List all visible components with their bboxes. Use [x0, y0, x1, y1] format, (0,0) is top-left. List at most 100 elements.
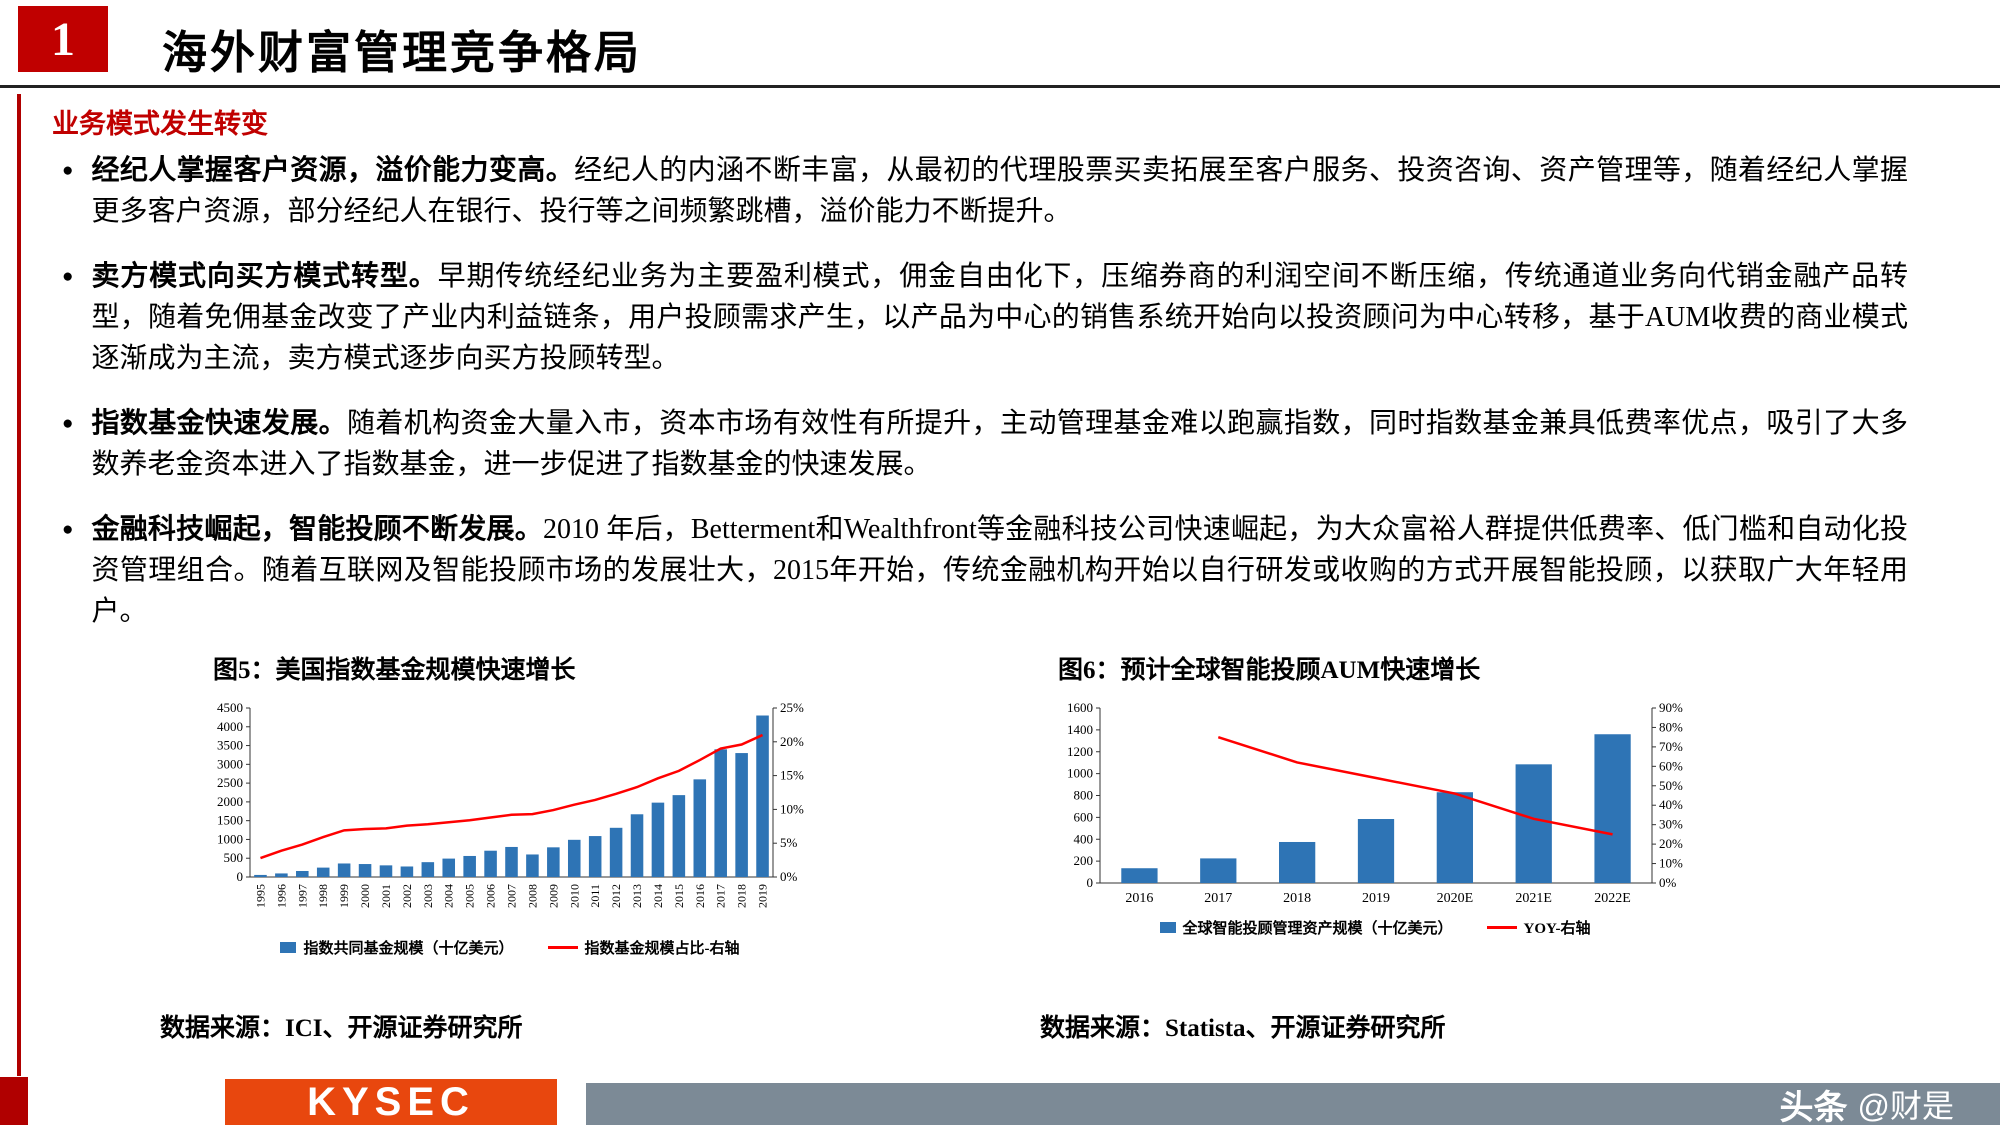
svg-text:2021E: 2021E — [1515, 891, 1552, 906]
bullet-body: 2010 年后，Betterment和Wealthfront等金融科技公司快速崛… — [91, 514, 1908, 627]
svg-text:2007: 2007 — [505, 884, 519, 908]
line-series-swatch-icon — [1486, 926, 1517, 929]
svg-text:2016: 2016 — [1125, 891, 1153, 906]
figure-title: 图6：预计全球智能投顾AUM快速增长 — [1058, 657, 1481, 684]
bullet-body: 经纪人的内涵不断丰富，从最初的代理股票买卖拓展至客户服务、投资咨询、资产管理等，… — [91, 155, 1908, 227]
figure-robo-advisor-aum: 图6：预计全球智能投顾AUM快速增长 0 200 400 600 800 1000 1200… — [1040, 650, 1710, 938]
svg-text:2003: 2003 — [421, 884, 435, 908]
svg-text:400: 400 — [1074, 831, 1094, 846]
svg-text:1999: 1999 — [337, 884, 351, 908]
svg-text:0: 0 — [1087, 875, 1094, 890]
bullet-icon: ● — [62, 519, 74, 540]
svg-text:1400: 1400 — [1067, 722, 1093, 737]
svg-text:1600: 1600 — [1067, 700, 1093, 715]
watermark-brand: 头条 — [1779, 1088, 1848, 1125]
svg-text:1000: 1000 — [217, 831, 243, 846]
svg-text:0: 0 — [237, 869, 244, 884]
svg-text:25%: 25% — [780, 700, 804, 715]
figure-us-index-funds: 图5：美国指数基金规模快速增长 0 500 1000 1500 2000 2500 3000… — [195, 650, 825, 958]
svg-text:4000: 4000 — [217, 719, 243, 734]
svg-text:50%: 50% — [1659, 778, 1683, 793]
svg-text:2020E: 2020E — [1437, 891, 1474, 906]
svg-text:1500: 1500 — [217, 813, 243, 828]
bullet-item: ● 金融科技崛起，智能投顾不断发展。2010 年后，Betterment和Wea… — [62, 509, 1908, 632]
bullet-item: ● 指数基金快速发展。随着机构资金大量入市，资本市场有效性有所提升，主动管理基金… — [62, 403, 1908, 485]
bar-series-swatch-icon — [1159, 922, 1176, 933]
svg-text:2019: 2019 — [1362, 891, 1390, 906]
bullet-list: ● 经纪人掌握客户资源，溢价能力变高。经纪人的内涵不断丰富，从最初的代理股票买卖… — [62, 150, 1908, 656]
svg-text:600: 600 — [1074, 809, 1094, 824]
robo-advisor-aum-chart: 0 200 400 600 800 1000 1200 1400 1600 0% 10% 20% 30%… — [1067, 700, 1683, 906]
svg-text:0%: 0% — [780, 869, 798, 884]
svg-text:2008: 2008 — [525, 884, 539, 908]
svg-text:40%: 40% — [1659, 797, 1683, 812]
figure-source: 数据来源：Statista、开源证券研究所 — [1040, 1015, 1446, 1042]
svg-text:2013: 2013 — [630, 884, 644, 908]
bullet-body: 早期传统经纪业务为主要盈利模式，佣金自由化下，压缩券商的利润空间不断压缩，传统通… — [91, 261, 1908, 374]
svg-text:5%: 5% — [780, 835, 798, 850]
svg-text:2019: 2019 — [756, 884, 770, 908]
svg-text:3500: 3500 — [217, 738, 243, 753]
legend-item: 全球智能投顾管理资产规模（十亿美元） — [1159, 917, 1453, 938]
bar-series-swatch-icon — [280, 942, 297, 953]
svg-text:3000: 3000 — [217, 756, 243, 771]
svg-text:2005: 2005 — [463, 884, 477, 908]
svg-text:30%: 30% — [1659, 817, 1683, 832]
left-accent-rule — [17, 94, 21, 1076]
bullet-lead: 金融科技崛起，智能投顾不断发展。 — [91, 514, 543, 545]
svg-text:90%: 90% — [1659, 700, 1683, 715]
svg-text:70%: 70% — [1659, 739, 1683, 754]
svg-text:1998: 1998 — [316, 884, 330, 908]
bullet-item: ● 经纪人掌握客户资源，溢价能力变高。经纪人的内涵不断丰富，从最初的代理股票买卖… — [62, 150, 1908, 232]
svg-text:2001: 2001 — [379, 884, 393, 908]
svg-text:500: 500 — [224, 850, 244, 865]
svg-text:2016: 2016 — [693, 884, 707, 908]
legend-label: 全球智能投顾管理资产规模（十亿美元） — [1182, 921, 1453, 937]
svg-text:2010: 2010 — [567, 884, 581, 908]
svg-text:800: 800 — [1074, 788, 1094, 803]
bullet-text: 指数基金快速发展。随着机构资金大量入市，资本市场有效性有所提升，主动管理基金难以… — [91, 403, 1908, 485]
bullet-text: 金融科技崛起，智能投顾不断发展。2010 年后，Betterment和Wealt… — [91, 509, 1908, 632]
bullet-text: 卖方模式向买方模式转型。早期传统经纪业务为主要盈利模式，佣金自由化下，压缩券商的… — [91, 256, 1908, 379]
svg-text:2015: 2015 — [672, 884, 686, 908]
bullet-lead: 卖方模式向买方模式转型。 — [91, 261, 438, 292]
chart-legend: 全球智能投顾管理资产规模（十亿美元） YOY-右轴 — [1040, 917, 1710, 938]
svg-text:2006: 2006 — [484, 884, 498, 908]
svg-text:2017: 2017 — [1204, 891, 1232, 906]
svg-text:10%: 10% — [1659, 856, 1683, 871]
bullet-lead: 经纪人掌握客户资源，溢价能力变高。 — [91, 155, 575, 186]
footer-accent-block — [0, 1077, 28, 1125]
legend-item: 指数共同基金规模（十亿美元） — [280, 937, 514, 958]
svg-text:1000: 1000 — [1067, 766, 1093, 781]
figure-source: 数据来源：ICI、开源证券研究所 — [160, 1015, 523, 1042]
bullet-icon: ● — [62, 266, 74, 287]
svg-text:2014: 2014 — [651, 884, 665, 908]
bullet-text: 经纪人掌握客户资源，溢价能力变高。经纪人的内涵不断丰富，从最初的代理股票买卖拓展… — [91, 150, 1908, 232]
svg-text:2018: 2018 — [735, 884, 749, 908]
svg-text:1997: 1997 — [295, 884, 309, 908]
legend-item: YOY-右轴 — [1486, 917, 1591, 938]
svg-text:80%: 80% — [1659, 719, 1683, 734]
bullet-body: 随着机构资金大量入市，资本市场有效性有所提升，主动管理基金难以跑赢指数，同时指数… — [91, 408, 1908, 480]
bullet-icon: ● — [62, 160, 74, 181]
svg-text:20%: 20% — [780, 734, 804, 749]
legend-label: 指数基金规模占比-右轴 — [584, 941, 740, 957]
svg-text:60%: 60% — [1659, 758, 1683, 773]
svg-text:2004: 2004 — [442, 884, 456, 908]
svg-text:2009: 2009 — [546, 884, 560, 908]
svg-text:2000: 2000 — [358, 884, 372, 908]
svg-text:1995: 1995 — [253, 884, 267, 908]
us-index-fund-chart: 0 500 1000 1500 2000 2500 3000 3500 4000 4500 0% 5%… — [217, 700, 804, 908]
svg-text:2500: 2500 — [217, 775, 243, 790]
svg-text:2022E: 2022E — [1594, 891, 1631, 906]
svg-text:1996: 1996 — [274, 884, 288, 908]
section-number-badge: 1 — [18, 6, 108, 72]
section-subtitle: 业务模式发生转变 — [52, 109, 268, 139]
svg-text:2018: 2018 — [1283, 891, 1311, 906]
svg-text:4500: 4500 — [217, 700, 243, 715]
footer-bar: 头条 @财是 — [586, 1083, 2000, 1125]
svg-text:20%: 20% — [1659, 836, 1683, 851]
legend-label: YOY-右轴 — [1523, 921, 1591, 937]
watermark-handle: @财是 — [1857, 1088, 1955, 1124]
